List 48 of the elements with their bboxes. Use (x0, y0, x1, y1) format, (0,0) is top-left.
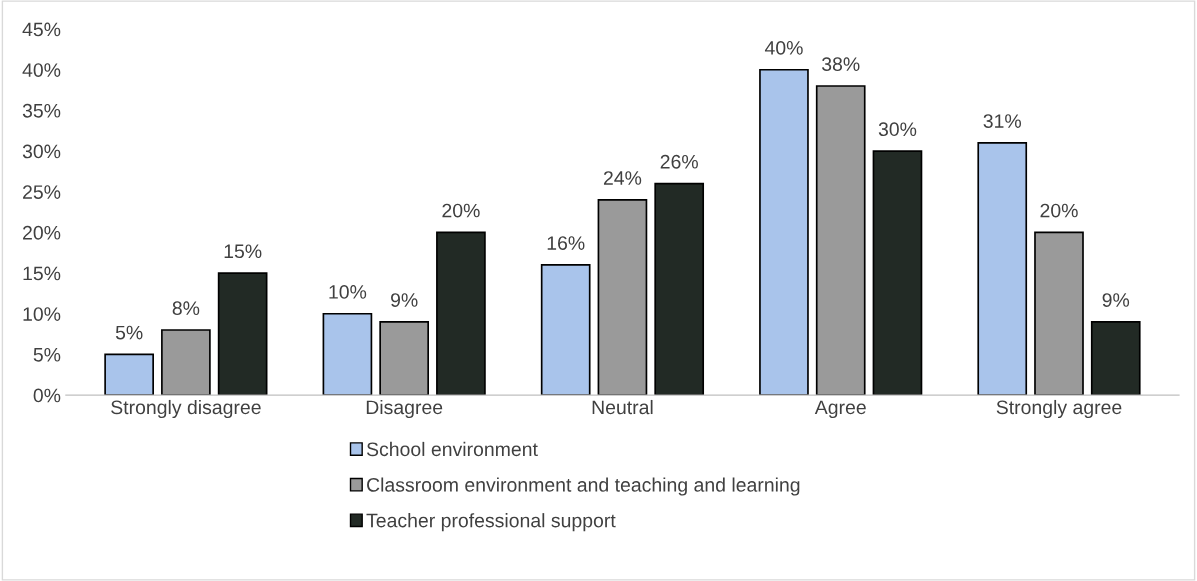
bar (436, 231, 486, 396)
bar (379, 321, 430, 396)
data-label: 5% (115, 325, 143, 340)
data-label: 15% (224, 244, 262, 259)
bar (161, 329, 211, 396)
x-tick-label: Strongly agree (996, 399, 1122, 419)
y-tick-label: 0% (33, 388, 61, 403)
data-label: 9% (1102, 293, 1130, 307)
data-label: 16% (547, 236, 585, 250)
bar (977, 142, 1028, 396)
bar (759, 68, 809, 396)
y-tick-label: 5% (33, 347, 61, 362)
data-label: 20% (1040, 203, 1078, 218)
x-tick-label: Neutral (592, 399, 653, 415)
bar (654, 182, 705, 396)
y-tick-label: 10% (23, 307, 61, 321)
legend-label: Teacher professional support (366, 513, 616, 532)
y-tick-label: 20% (23, 225, 61, 240)
x-tick-label: Strongly disagree (111, 399, 261, 419)
bar (540, 264, 591, 396)
y-tick-label: 30% (22, 144, 61, 159)
bar (322, 312, 373, 396)
bar (1090, 321, 1141, 396)
x-tick-label: Agree (814, 400, 866, 419)
data-label: 9% (391, 293, 418, 307)
x-tick-label: Disagree (366, 399, 443, 419)
y-tick-label: 40% (22, 63, 61, 77)
data-label: 30% (878, 122, 917, 137)
bar (104, 353, 154, 396)
bar (872, 150, 923, 396)
data-label: 20% (442, 203, 480, 218)
data-label: 26% (660, 154, 698, 169)
data-label: 10% (329, 285, 367, 299)
data-label: 8% (172, 301, 200, 316)
bar (1034, 231, 1084, 396)
legend-label: Classroom environment and teaching and learning (367, 477, 800, 496)
bar (217, 272, 268, 396)
bar (597, 199, 648, 396)
data-label: 40% (764, 41, 803, 55)
bar (815, 85, 866, 396)
y-tick-label: 25% (23, 185, 61, 199)
legend-label: School environment (366, 441, 538, 457)
y-tick-label: 35% (22, 103, 61, 118)
data-label: 38% (822, 57, 860, 72)
data-label: 24% (603, 171, 642, 185)
y-tick-label: 45% (22, 22, 61, 37)
y-tick-label: 15% (23, 266, 61, 281)
data-label: 31% (983, 114, 1022, 128)
